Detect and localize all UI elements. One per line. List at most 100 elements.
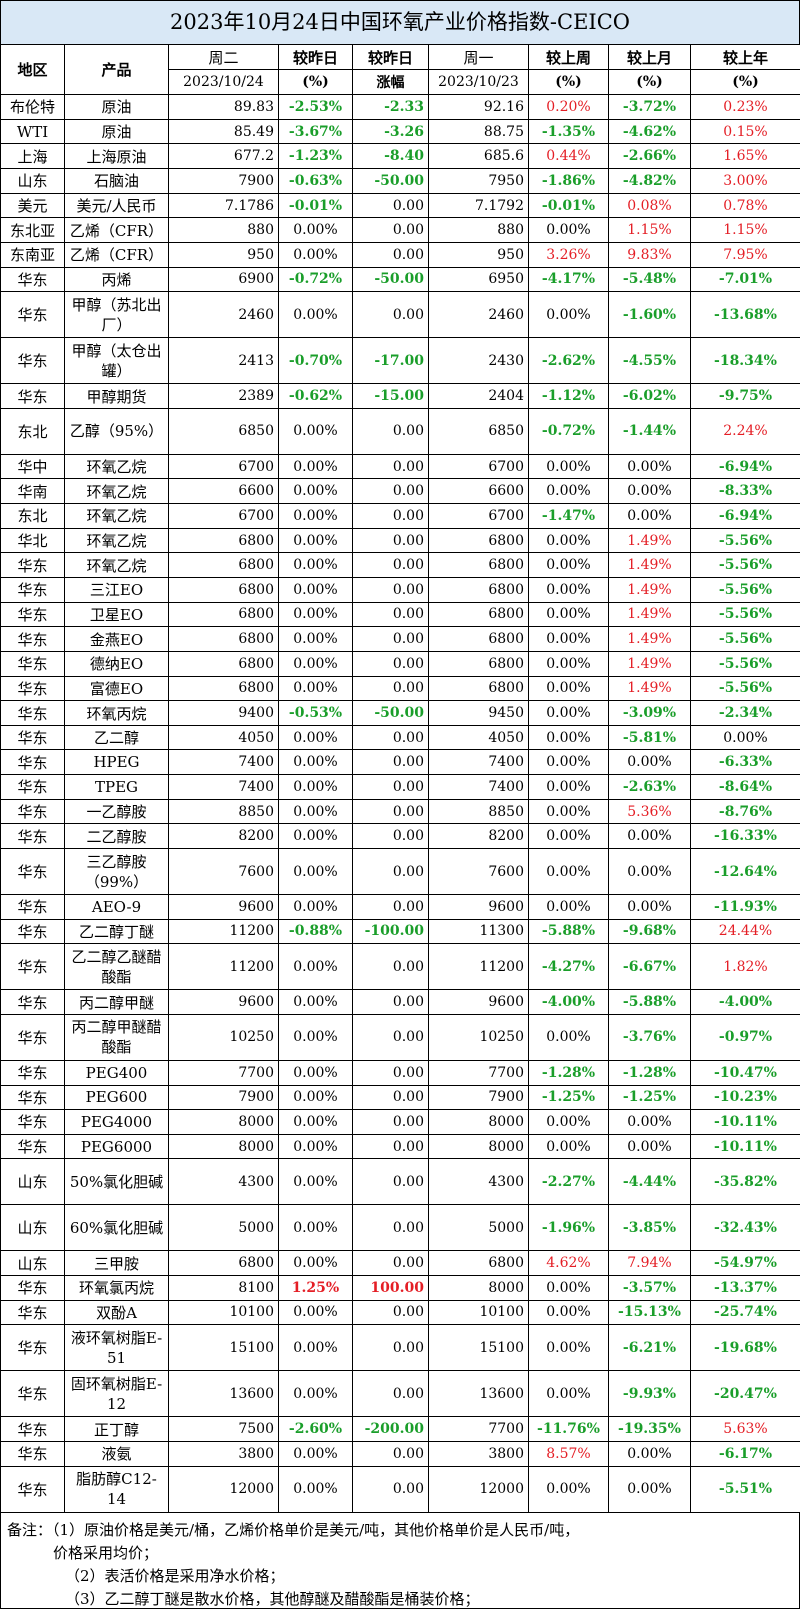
vs-last-week-cell: 0.00% [528, 527, 609, 554]
region-cell: 华东 [0, 552, 65, 578]
table-row: 华东 丙二醇甲醚醋酸酯 10250 0.00% 0.00 10250 0.00% -3.76%… [0, 1013, 800, 1061]
product-cell: 金燕EO [64, 626, 169, 652]
vs-last-month-cell: -4.44% [608, 1158, 691, 1206]
table-row: 华东 环氧乙烷 6800 0.00% 0.00 6800 0.00% 1.49% -5.56% [0, 552, 800, 578]
tuesday-price-cell: 6800 [168, 626, 279, 652]
tuesday-price-cell: 11200 [168, 943, 279, 991]
monday-price-cell: 6800 [428, 675, 529, 702]
table-row: 布伦特 原油 89.83 -2.53% -2.33 92.16 0.20% -3.72% 0.2… [0, 94, 800, 120]
monday-price-cell: 7700 [428, 1416, 529, 1442]
vs-last-month-cell: -1.44% [608, 407, 691, 455]
region-cell: 华东 [0, 1440, 65, 1467]
table-row: 华中 环氧乙烷 6700 0.00% 0.00 6700 0.00% 0.00% -6.94% [0, 453, 800, 480]
monday-price-cell: 6950 [428, 266, 529, 293]
vs-last-month-cell: -9.68% [608, 918, 691, 945]
vs-last-month-cell: -1.60% [608, 291, 691, 339]
region-cell: 华东 [0, 291, 65, 339]
monday-price-cell: 10250 [428, 1013, 529, 1061]
region-cell: 华东 [0, 383, 65, 409]
vs-yesterday-pct-cell: -0.72% [278, 266, 353, 293]
monday-price-cell: 7900 [428, 1084, 529, 1111]
region-cell: 华东 [0, 601, 65, 628]
vs-last-year-cell: -5.56% [690, 675, 800, 702]
vs-last-week-cell: 0.00% [528, 1013, 609, 1061]
tuesday-price-cell: 9600 [168, 894, 279, 920]
vs-last-year-cell: -20.47% [690, 1370, 800, 1418]
header-vs-yesterday-pct: 较昨日 [278, 43, 353, 71]
monday-price-cell: 6800 [428, 552, 529, 578]
vs-yesterday-abs-cell: 0.00 [352, 1465, 429, 1514]
product-cell: 环氧乙烷 [64, 552, 169, 578]
tuesday-price-cell: 7900 [168, 168, 279, 194]
monday-price-cell: 7600 [428, 848, 529, 896]
vs-yesterday-pct-cell: 0.00% [278, 1204, 353, 1252]
vs-last-month-cell: 0.08% [608, 192, 691, 219]
monday-price-cell: 6700 [428, 453, 529, 480]
vs-last-year-cell: -5.56% [690, 601, 800, 628]
vs-last-year-cell: -10.23% [690, 1084, 800, 1111]
product-cell: 丙二醇甲醚 [64, 989, 169, 1015]
region-cell: 华东 [0, 1133, 65, 1160]
vs-last-week-cell: 0.00% [528, 552, 609, 578]
vs-yesterday-abs-cell: 0.00 [352, 774, 429, 800]
product-cell: 上海原油 [64, 143, 169, 170]
table-row: 东南亚 乙烯（CFR） 950 0.00% 0.00 950 3.26% 9.83% 7.95% [0, 241, 800, 268]
vs-last-week-cell: 0.00% [528, 1370, 609, 1418]
region-cell: 华东 [0, 894, 65, 920]
table-row: 华东 三江EO 6800 0.00% 0.00 6800 0.00% 1.49% -5.56% [0, 577, 800, 603]
tuesday-price-cell: 2413 [168, 337, 279, 385]
vs-yesterday-abs-cell: -8.40 [352, 143, 429, 170]
monday-price-cell: 7400 [428, 749, 529, 776]
vs-yesterday-abs-cell: -50.00 [352, 266, 429, 293]
vs-last-month-cell: 0.00% [608, 453, 691, 480]
vs-yesterday-pct-cell: 0.00% [278, 407, 353, 455]
vs-yesterday-pct-cell: 0.00% [278, 1465, 353, 1514]
monday-price-cell: 12000 [428, 1465, 529, 1514]
vs-yesterday-pct-cell: 0.00% [278, 1250, 353, 1277]
vs-last-year-cell: 0.15% [690, 118, 800, 145]
vs-yesterday-abs-cell: 0.00 [352, 1084, 429, 1111]
note-line-3: （2）表活价格是采用净水价格； [65, 1567, 285, 1585]
monday-price-cell: 4300 [428, 1158, 529, 1206]
vs-yesterday-abs-cell: 0.00 [352, 552, 429, 578]
region-cell: 华东 [0, 724, 65, 751]
header-tuesday: 周二 [168, 43, 279, 71]
table-row: 山东 50%氯化胆碱 4300 0.00% 0.00 4300 -2.27% -4.44% -3… [0, 1158, 800, 1206]
vs-last-month-cell: -5.88% [608, 989, 691, 1015]
vs-yesterday-pct-cell: -2.53% [278, 94, 353, 120]
vs-last-year-cell: -32.43% [690, 1204, 800, 1252]
tuesday-price-cell: 3800 [168, 1440, 279, 1467]
monday-price-cell: 5000 [428, 1204, 529, 1252]
vs-last-week-cell: 0.00% [528, 749, 609, 776]
vs-yesterday-pct-cell: 0.00% [278, 527, 353, 554]
vs-yesterday-abs-cell: 0.00 [352, 848, 429, 896]
tuesday-price-cell: 10100 [168, 1299, 279, 1326]
header-region: 地区 [0, 43, 65, 96]
region-cell: 华东 [0, 943, 65, 991]
table-row: 华东 富德EO 6800 0.00% 0.00 6800 0.00% 1.49% -5.56% [0, 675, 800, 702]
vs-last-month-cell: 1.49% [608, 626, 691, 652]
vs-last-year-cell: -6.94% [690, 453, 800, 480]
monday-price-cell: 13600 [428, 1370, 529, 1418]
vs-last-year-cell: -13.68% [690, 291, 800, 339]
vs-last-month-cell: -2.63% [608, 774, 691, 800]
region-cell: 华东 [0, 918, 65, 945]
header-vs-yesterday-pct-unit: (%) [278, 69, 353, 96]
monday-price-cell: 7.1792 [428, 192, 529, 219]
vs-last-year-cell: -35.82% [690, 1158, 800, 1206]
tuesday-price-cell: 6800 [168, 527, 279, 554]
header-vs-last-year: 较上年 [690, 43, 800, 71]
vs-last-year-cell: 0.23% [690, 94, 800, 120]
region-cell: 华东 [0, 823, 65, 850]
vs-last-week-cell: 0.00% [528, 650, 609, 677]
vs-last-week-cell: 0.00% [528, 1465, 609, 1514]
vs-last-month-cell: -9.93% [608, 1370, 691, 1418]
vs-yesterday-abs-cell: 0.00 [352, 527, 429, 554]
vs-last-month-cell: 0.00% [608, 1465, 691, 1514]
vs-yesterday-pct-cell: 0.00% [278, 823, 353, 850]
vs-yesterday-pct-cell: 0.00% [278, 1440, 353, 1467]
vs-last-year-cell: 2.24% [690, 407, 800, 455]
vs-yesterday-abs-cell: 0.00 [352, 601, 429, 628]
vs-yesterday-abs-cell: -50.00 [352, 700, 429, 726]
vs-last-week-cell: 0.00% [528, 1133, 609, 1160]
